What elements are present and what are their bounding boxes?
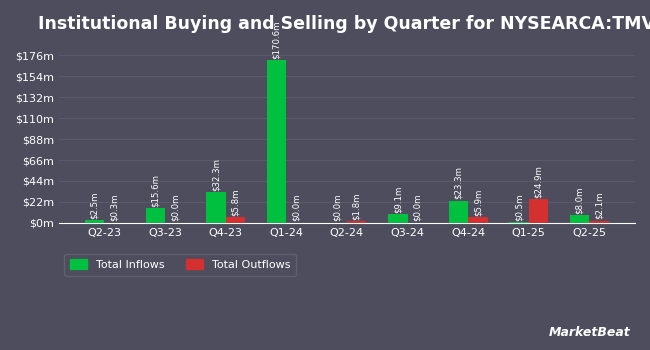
Text: MarketBeat: MarketBeat [549,327,630,340]
Text: $32.3m: $32.3m [211,158,220,191]
Legend: Total Inflows, Total Outflows: Total Inflows, Total Outflows [64,254,296,276]
Text: $2.1m: $2.1m [595,192,604,219]
Text: $23.3m: $23.3m [454,166,463,199]
Bar [448,201,468,223]
Text: $0.0m: $0.0m [413,194,422,222]
Bar [146,208,165,223]
Text: $8.0m: $8.0m [575,186,584,214]
Bar [388,214,408,223]
Text: $0.0m: $0.0m [333,194,342,222]
Bar [226,217,245,223]
Text: $170.6m: $170.6m [272,21,281,59]
Bar [570,215,590,223]
Text: $15.6m: $15.6m [151,174,160,206]
Text: $2.5m: $2.5m [90,191,99,219]
Title: Institutional Buying and Selling by Quarter for NYSEARCA:TMV: Institutional Buying and Selling by Quar… [38,15,650,33]
Text: $0.0m: $0.0m [170,194,179,222]
Bar [267,61,286,223]
Text: $9.1m: $9.1m [393,186,402,213]
Bar [510,222,529,223]
Text: $5.9m: $5.9m [473,188,482,216]
Text: $0.0m: $0.0m [291,194,300,222]
Bar [468,217,488,223]
Bar [529,199,548,223]
Bar [347,221,367,223]
Text: $0.3m: $0.3m [110,194,119,221]
Bar [206,192,226,223]
Text: $24.9m: $24.9m [534,165,543,198]
Text: $0.5m: $0.5m [515,194,524,221]
Text: $5.8m: $5.8m [231,188,240,216]
Text: $1.8m: $1.8m [352,192,361,220]
Bar [590,221,609,223]
Bar [85,220,105,223]
